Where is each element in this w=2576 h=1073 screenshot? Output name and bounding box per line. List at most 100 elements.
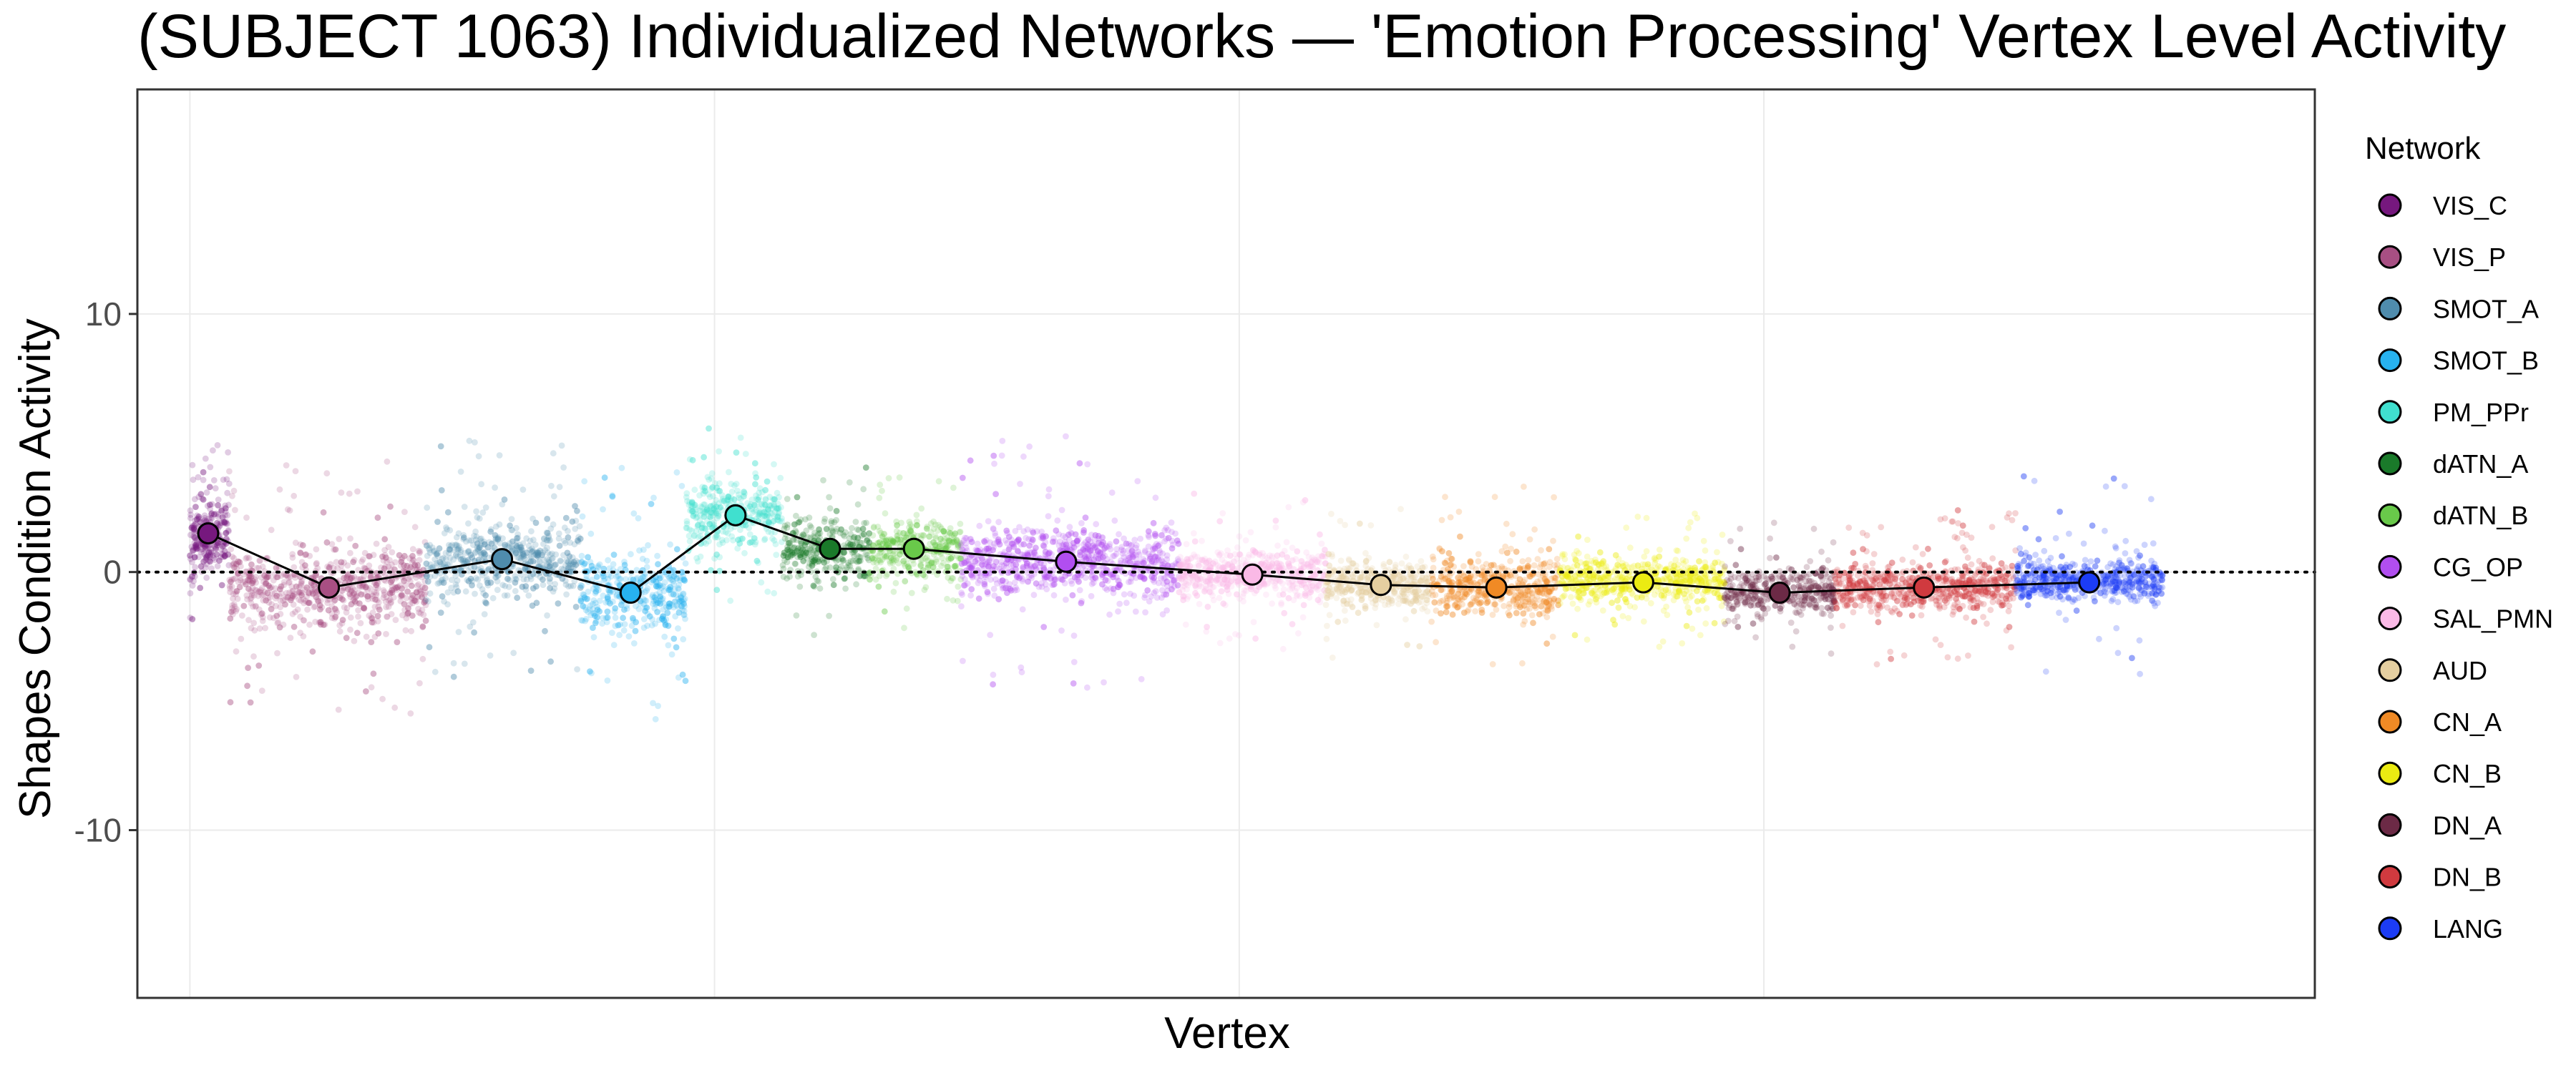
scatter-point [460, 556, 467, 562]
scatter-point [193, 543, 200, 550]
scatter-point [336, 594, 343, 602]
scatter-point [214, 563, 221, 569]
scatter-point [1012, 528, 1019, 534]
scatter-point [537, 547, 544, 554]
scatter-point [202, 564, 209, 571]
scatter-point [197, 563, 205, 570]
scatter-point [212, 485, 219, 491]
scatter-point [263, 579, 270, 587]
scatter-point [298, 559, 306, 566]
scatter-point [376, 606, 383, 613]
scatter-point [1148, 573, 1156, 580]
scatter-point [1372, 604, 1379, 612]
scatter-point [1026, 542, 1033, 549]
scatter-point [478, 538, 484, 544]
scatter-point [1362, 603, 1369, 610]
scatter-point [681, 612, 688, 618]
scatter-point [1203, 628, 1210, 635]
scatter-point [602, 614, 610, 622]
scatter-point [540, 576, 546, 583]
scatter-point [1299, 614, 1307, 621]
scatter-point [268, 606, 275, 612]
scatter-point [187, 576, 193, 583]
scatter-point [1134, 478, 1141, 484]
scatter-point [249, 584, 256, 592]
scatter-point [610, 552, 618, 558]
scatter-point [630, 577, 637, 583]
scatter-point [336, 594, 343, 602]
scatter-point [409, 546, 416, 552]
scatter-point [249, 590, 256, 597]
scatter-point [567, 562, 573, 569]
scatter-point [1367, 522, 1375, 529]
scatter-point [200, 550, 208, 557]
scatter-point [230, 560, 237, 567]
scatter-point [313, 559, 320, 567]
scatter-point [348, 574, 355, 581]
scatter-point [585, 588, 592, 595]
scatter-point [547, 536, 554, 544]
scatter-point [243, 568, 250, 575]
scatter-point [424, 552, 431, 559]
scatter-point [488, 526, 494, 533]
scatter-point [1460, 563, 1467, 569]
scatter-point [474, 576, 482, 583]
scatter-point [215, 502, 221, 509]
scatter-point [660, 613, 666, 620]
scatter-point [386, 557, 393, 564]
scatter-point [434, 552, 441, 559]
scatter-point [492, 531, 499, 539]
scatter-point [331, 597, 338, 604]
scatter-point [1048, 575, 1054, 582]
scatter-point [197, 519, 204, 526]
scatter-point [423, 560, 430, 567]
scatter-point [1449, 611, 1456, 618]
scatter-point [1181, 573, 1188, 580]
scatter-point [673, 469, 680, 476]
scatter-point [673, 644, 680, 651]
scatter-point [321, 621, 328, 628]
scatter-point [1040, 560, 1048, 567]
scatter-point [413, 589, 420, 596]
scatter-point [1413, 594, 1420, 601]
scatter-point [710, 506, 717, 514]
scatter-point [304, 606, 311, 613]
scatter-point [258, 687, 265, 694]
scatter-point [211, 511, 218, 518]
scatter-point [1208, 589, 1215, 596]
scatter-point [682, 615, 688, 622]
scatter-point [422, 602, 429, 609]
scatter-point [967, 554, 973, 561]
scatter-point [894, 532, 902, 539]
scatter-point [571, 541, 578, 548]
scatter-point [455, 530, 462, 537]
scatter-point [453, 542, 460, 548]
scatter-point [442, 549, 449, 557]
scatter-point [613, 573, 620, 580]
scatter-point [374, 618, 381, 624]
scatter-point [753, 557, 761, 564]
scatter-point [654, 552, 660, 559]
scatter-point [872, 576, 879, 583]
scatter-point [1249, 552, 1257, 559]
scatter-point [192, 542, 199, 549]
scatter-point [286, 579, 292, 586]
scatter-point [213, 551, 220, 558]
scatter-point [565, 559, 572, 565]
scatter-point [312, 619, 318, 625]
scatter-point [668, 591, 675, 597]
scatter-point [1549, 633, 1556, 640]
scatter-point [300, 617, 307, 624]
scatter-point [208, 510, 215, 517]
scatter-point [508, 516, 515, 522]
scatter-point [1071, 574, 1078, 581]
scatter-point [1058, 506, 1065, 514]
scatter-point [528, 553, 535, 560]
scatter-point [1128, 542, 1135, 549]
scatter-point [630, 640, 638, 647]
scatter-point [1106, 611, 1113, 618]
scatter-point [392, 584, 399, 591]
scatter-point [505, 584, 512, 590]
scatter-point [291, 492, 298, 499]
scatter-point [545, 559, 552, 565]
